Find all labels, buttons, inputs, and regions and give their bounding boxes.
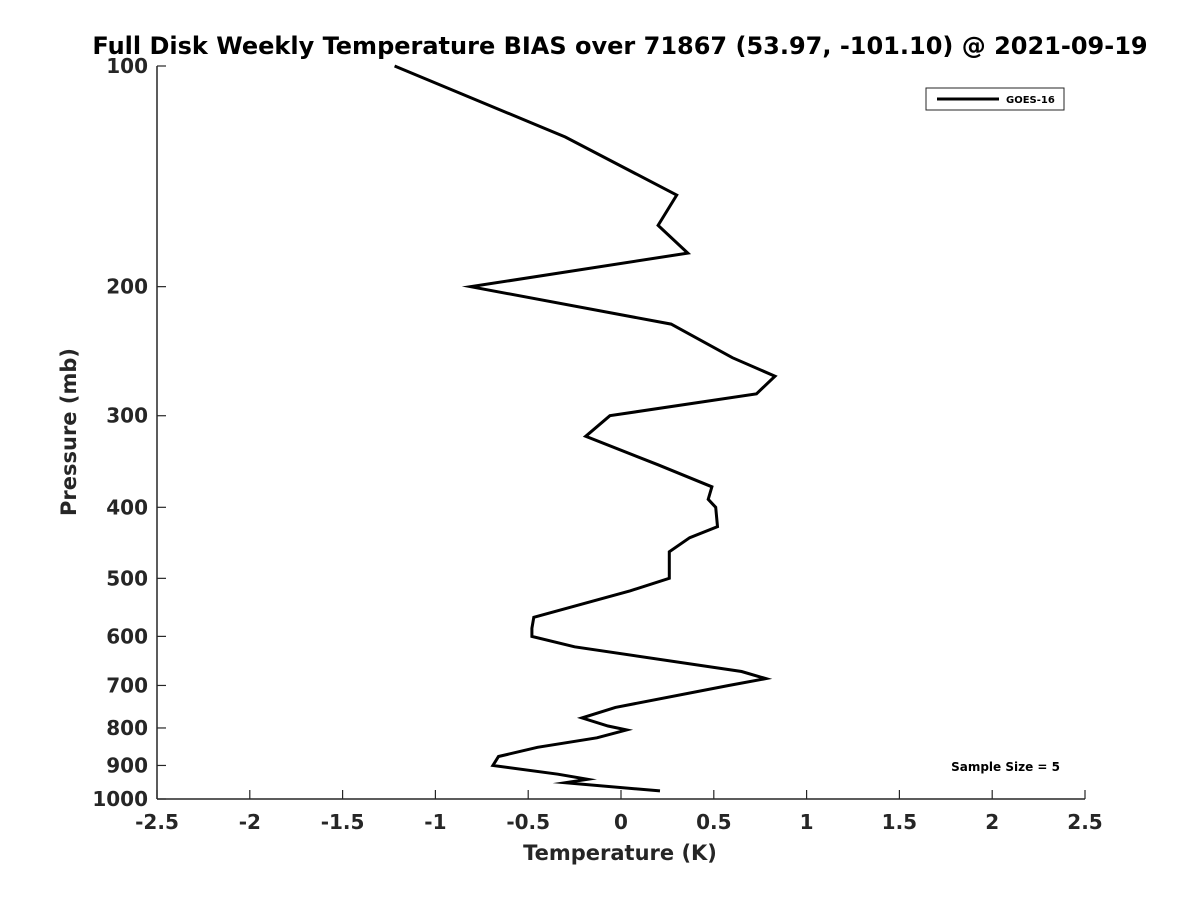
y-tick-label: 600 — [106, 624, 148, 648]
y-tick-label: 500 — [106, 566, 148, 590]
y-tick-label: 900 — [106, 753, 148, 777]
x-tick-label: -2 — [239, 810, 261, 834]
y-tick-label: 700 — [106, 673, 148, 697]
legend-entry-goes-16: GOES-16 — [1006, 95, 1055, 106]
y-tick-label: 100 — [106, 54, 148, 78]
x-tick-label: 2.5 — [1067, 810, 1102, 834]
x-tick-label: 0 — [614, 810, 628, 834]
y-tick-label: 300 — [106, 404, 148, 428]
x-tick-label: 1 — [800, 810, 814, 834]
x-tick-label: -2.5 — [135, 810, 179, 834]
y-axis-label: Pressure (mb) — [57, 348, 81, 516]
x-tick-label: 0.5 — [696, 810, 731, 834]
series-line-goes-16 — [394, 64, 778, 793]
x-tick-label: -1 — [424, 810, 446, 834]
axes: -2.5 -2 -1.5 -1 -0.5 0 0.5 1 1.5 2 2.5 100 200 300 400… — [92, 54, 1102, 834]
x-tick-label: -1.5 — [321, 810, 365, 834]
y-tick-label: 1000 — [92, 787, 148, 811]
y-tick-label: 800 — [106, 716, 148, 740]
y-tick-label: 400 — [106, 495, 148, 519]
y-tick-label: 200 — [106, 275, 148, 299]
x-tick-label: 2 — [985, 810, 999, 834]
x-tick-label: 1.5 — [882, 810, 917, 834]
chart-title: Full Disk Weekly Temperature BIAS over 7… — [92, 32, 1147, 60]
plot-area — [394, 64, 778, 793]
legend: GOES-16 — [925, 87, 1065, 111]
x-tick-label: -0.5 — [506, 810, 550, 834]
sample-size-annotation: Sample Size = 5 — [951, 760, 1060, 774]
x-axis-label: Temperature (K) — [523, 841, 717, 865]
